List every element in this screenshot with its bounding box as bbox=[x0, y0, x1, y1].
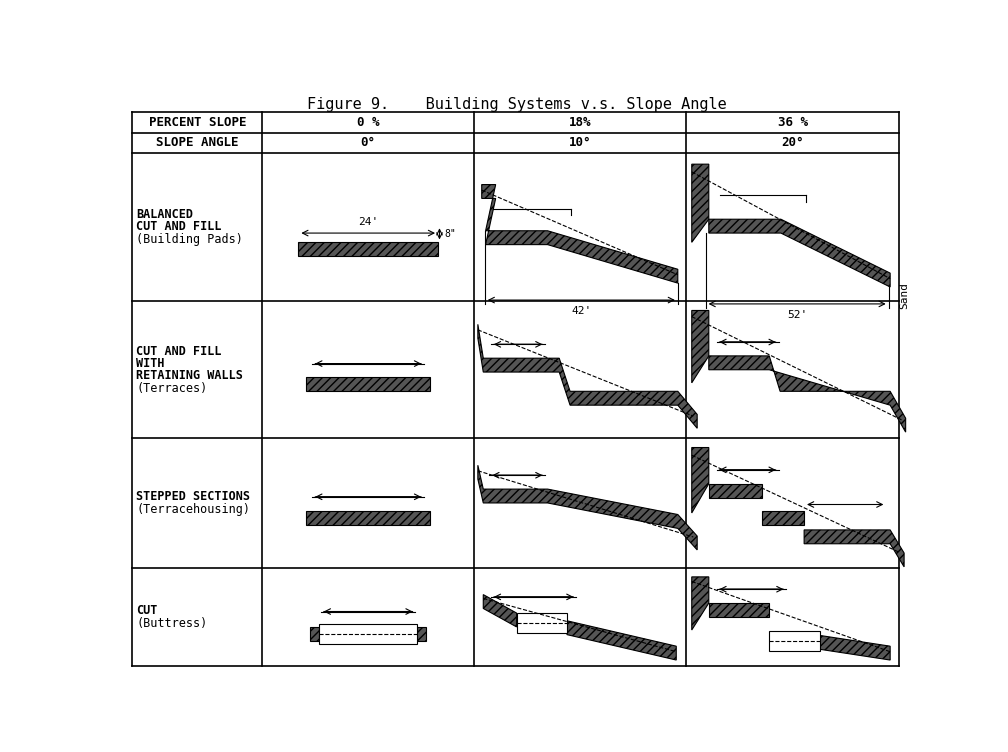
Text: (Building Pads): (Building Pads) bbox=[136, 232, 243, 246]
Text: (Terraces): (Terraces) bbox=[136, 382, 208, 395]
Text: STEPPED SECTIONS: STEPPED SECTIONS bbox=[136, 490, 250, 503]
Text: (Terracehousing): (Terracehousing) bbox=[136, 502, 250, 516]
Polygon shape bbox=[306, 378, 430, 391]
Polygon shape bbox=[478, 324, 698, 429]
Polygon shape bbox=[709, 220, 890, 287]
Polygon shape bbox=[566, 620, 676, 660]
Polygon shape bbox=[691, 164, 709, 242]
Text: 20°: 20° bbox=[781, 136, 803, 150]
Polygon shape bbox=[709, 356, 905, 432]
Polygon shape bbox=[516, 613, 566, 633]
Text: CUT: CUT bbox=[136, 605, 157, 617]
Polygon shape bbox=[482, 184, 677, 283]
Text: CUT AND FILL: CUT AND FILL bbox=[136, 344, 222, 358]
Polygon shape bbox=[483, 595, 516, 627]
Polygon shape bbox=[804, 530, 904, 567]
Text: 18%: 18% bbox=[569, 116, 591, 129]
Text: 0°: 0° bbox=[361, 136, 376, 150]
Polygon shape bbox=[761, 511, 804, 525]
Text: Sand: Sand bbox=[899, 282, 909, 309]
Polygon shape bbox=[709, 484, 761, 498]
Polygon shape bbox=[320, 624, 417, 644]
Text: 10°: 10° bbox=[569, 136, 591, 150]
Polygon shape bbox=[820, 635, 890, 660]
Polygon shape bbox=[417, 627, 426, 641]
Polygon shape bbox=[691, 447, 709, 513]
Text: WITH: WITH bbox=[136, 357, 164, 370]
Text: SLOPE ANGLE: SLOPE ANGLE bbox=[156, 136, 239, 150]
Text: CUT AND FILL: CUT AND FILL bbox=[136, 220, 222, 233]
Polygon shape bbox=[310, 627, 320, 641]
Text: (Buttress): (Buttress) bbox=[136, 617, 208, 629]
Polygon shape bbox=[298, 242, 437, 256]
Polygon shape bbox=[709, 603, 769, 617]
Polygon shape bbox=[691, 577, 709, 630]
Polygon shape bbox=[691, 311, 709, 383]
Text: RETAINING WALLS: RETAINING WALLS bbox=[136, 369, 243, 383]
Text: Figure 9.    Building Systems v.s. Slope Angle: Figure 9. Building Systems v.s. Slope An… bbox=[306, 96, 727, 111]
Text: 52': 52' bbox=[787, 310, 807, 320]
Text: PERCENT SLOPE: PERCENT SLOPE bbox=[148, 116, 246, 129]
Text: BALANCED: BALANCED bbox=[136, 208, 194, 221]
Polygon shape bbox=[769, 631, 820, 650]
Text: 0 %: 0 % bbox=[357, 116, 379, 129]
Text: 36 %: 36 % bbox=[777, 116, 807, 129]
Polygon shape bbox=[478, 465, 698, 550]
Text: 42': 42' bbox=[572, 306, 592, 317]
Polygon shape bbox=[306, 511, 430, 525]
Text: 8": 8" bbox=[445, 229, 456, 239]
Text: 24': 24' bbox=[358, 217, 378, 227]
